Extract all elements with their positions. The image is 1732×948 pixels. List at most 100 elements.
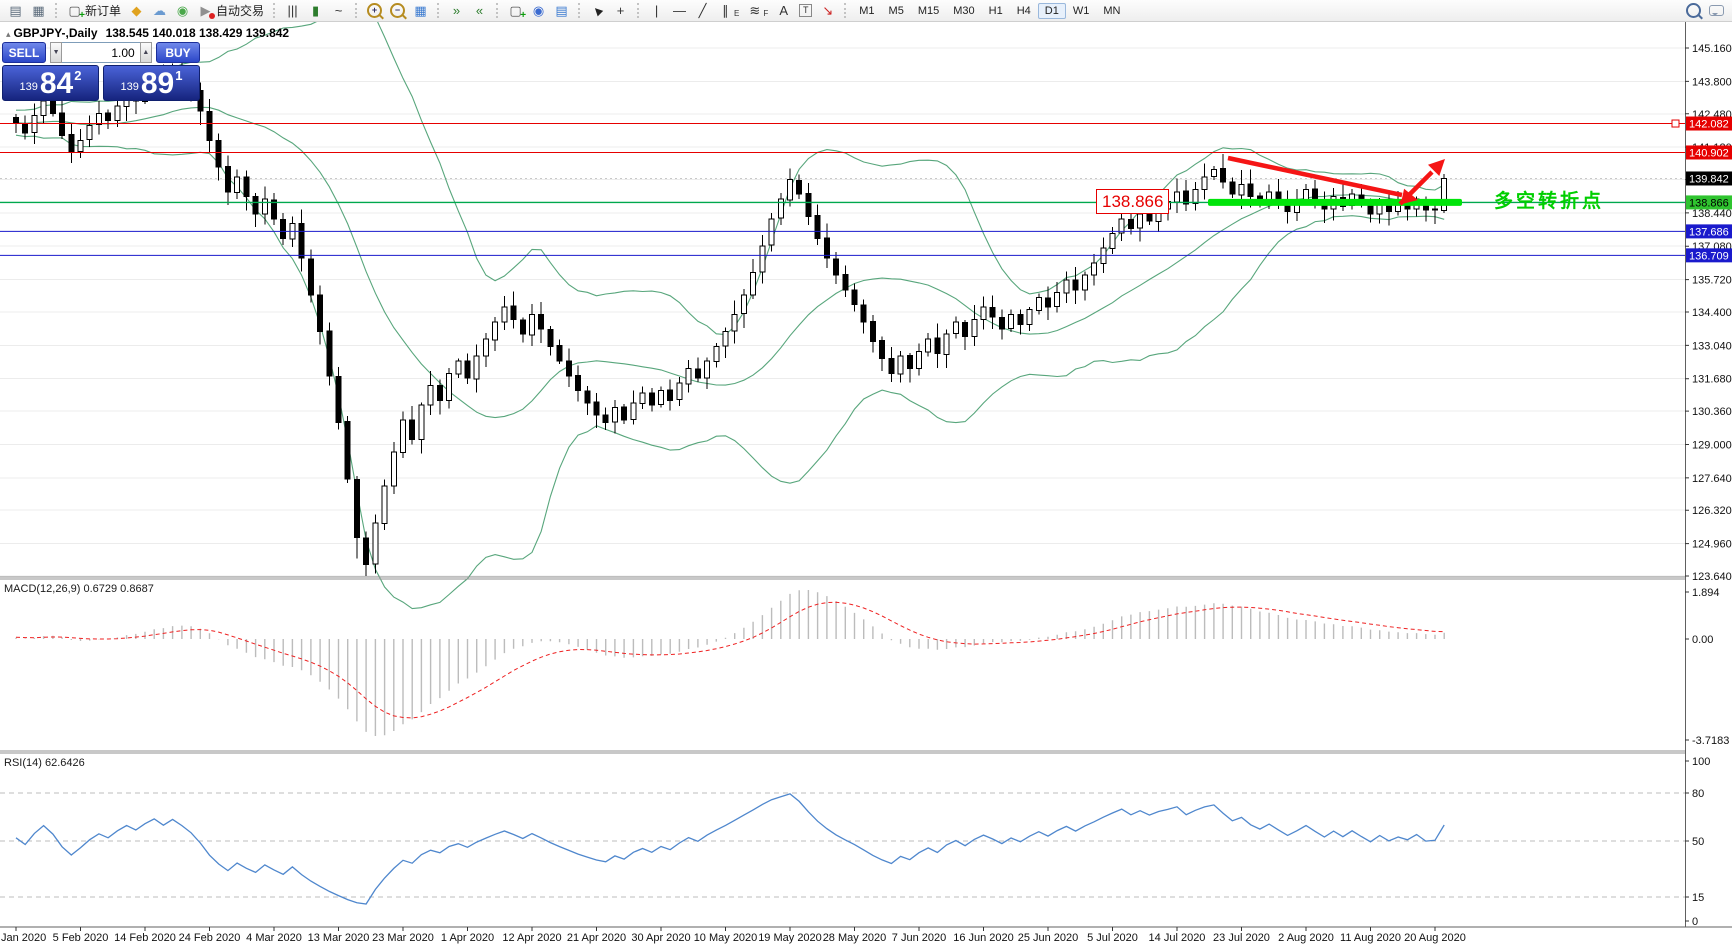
svg-text:14 Feb 2020: 14 Feb 2020 [114,932,176,944]
buy-price-panel[interactable]: 139 89 1 [103,65,200,101]
svg-text:5 Jul 2020: 5 Jul 2020 [1087,932,1138,944]
signals-icon[interactable]: ◉ [171,3,194,19]
timeframe-m30[interactable]: M30 [953,4,975,17]
svg-text:24 Feb 2020: 24 Feb 2020 [179,932,241,944]
price-callout-label[interactable]: 138.866 [1096,189,1170,214]
svg-text:11 Aug 2020: 11 Aug 2020 [1340,932,1401,944]
text-icon[interactable]: A [772,3,795,19]
timeframe-d1[interactable]: D1 [1037,2,1066,19]
timeframe-m1[interactable]: M1 [859,4,875,17]
data-window-icon[interactable]: ▦ [27,3,50,19]
line-chart-icon: ~ [334,2,343,18]
svg-text:23 Jul 2020: 23 Jul 2020 [1213,932,1270,944]
search-icon[interactable] [1682,2,1705,19]
timeframe-m5[interactable]: M5 [888,4,904,17]
history-center-icon[interactable]: ◆ [125,3,148,19]
volume-decrease-button[interactable]: ▼ [50,42,63,63]
indicators-icon[interactable]: ▢ + [504,2,527,21]
mql5-community-icon: ☁ [153,2,167,18]
new-order-icon-label: 新订单 [85,4,122,18]
trendline-icon: ╱ [698,2,707,18]
svg-text:7 Jun 2020: 7 Jun 2020 [892,932,946,944]
tile-windows-icon[interactable]: ▦ [409,3,432,19]
text-label-icon: T [799,4,813,17]
sell-button[interactable]: SELL [2,42,46,63]
sell-price-pip: 2 [74,68,82,83]
signals-icon: ◉ [176,2,189,18]
timeframe-m15[interactable]: M15 [917,4,940,17]
zoom-out-icon: − [390,3,406,18]
data-window-icon: ▦ [32,2,45,18]
indicator-layer [15,590,1445,905]
svg-text:15: 15 [1692,892,1704,904]
svg-text:123.640: 123.640 [1692,571,1732,583]
axes-layer: 145.160143.800142.480141.120139.800138.4… [0,22,1732,944]
timeframe-h1[interactable]: H1 [988,4,1003,17]
svg-text:13 Mar 2020: 13 Mar 2020 [308,932,370,944]
cursor-icon[interactable]: ► [586,1,609,21]
autotrading-icon: ▶ [198,3,216,19]
volume-increase-button[interactable]: ▲ [139,42,152,63]
crosshair-icon[interactable]: + [609,3,632,19]
vertical-line-icon[interactable]: | [645,3,668,19]
line-chart-icon[interactable]: ~ [327,3,350,19]
periods-icon[interactable]: ◉ [527,3,550,19]
toolbar-separator [437,3,440,18]
svg-text:28 May 2020: 28 May 2020 [823,932,887,944]
fibonacci-icon[interactable]: ≋ F [743,3,772,19]
svg-text:126.320: 126.320 [1692,505,1732,517]
buy-button[interactable]: BUY [156,42,200,63]
chat-icon [1709,5,1724,16]
zoom-in-icon: + [367,3,383,18]
support-highlight-bar[interactable] [1208,198,1462,206]
bar-chart-icon: ||| [287,2,298,18]
mql5-community-icon[interactable]: ☁ [148,3,171,19]
drawing-objects-layer[interactable] [0,119,1685,256]
new-order-icon: ▢ + [68,2,85,21]
templates-icon: ▤ [555,2,568,18]
arrows-icon: ↘ [822,2,834,18]
candlestick-chart-icon[interactable]: ▮ [304,3,327,19]
volume-input[interactable] [62,42,140,63]
autotrading-icon[interactable]: ▶ 自动交易 [194,1,268,20]
chat-icon[interactable] [1705,4,1728,17]
arrows-icon[interactable]: ↘ [816,3,839,19]
svg-text:135.720: 135.720 [1692,275,1732,287]
svg-text:21 Apr 2020: 21 Apr 2020 [567,932,626,944]
chart-shift-icon[interactable]: » [445,3,468,19]
up-trend-arrow[interactable] [1398,170,1434,206]
auto-scroll-icon[interactable]: « [468,3,491,19]
new-order-icon[interactable]: ▢ + 新订单 [63,1,125,20]
down-trend-arrow[interactable] [1227,155,1403,198]
svg-text:1 Apr 2020: 1 Apr 2020 [441,932,494,944]
new-chart-icon[interactable]: ▤ [4,3,27,19]
toolbar: ▤ ▦ ▢ + 新订单 ◆ ☁ ◉ ▶ 自动交易 ||| ▮ ~ + − ▦» «▢ + ◉ ▤ ► + | — ╱ ∥ E ≋ F A T… [0,0,1732,22]
timeframe-mn[interactable]: MN [1103,4,1121,17]
toolbar-separator [844,3,847,18]
trendline-icon[interactable]: ╱ [691,3,714,19]
svg-text:12 Apr 2020: 12 Apr 2020 [502,932,561,944]
candles-layer [13,59,1448,576]
templates-icon[interactable]: ▤ [550,3,573,19]
timeframe-w1[interactable]: W1 [1072,4,1090,17]
horizontal-line-icon[interactable]: — [668,3,691,19]
macd-values: 0.6729 0.8687 [83,583,154,595]
rsi-value: 62.6426 [44,757,85,769]
zoom-out-icon[interactable]: − [386,2,409,19]
indicators-icon: ▢ + [509,2,527,21]
bar-chart-icon[interactable]: ||| [281,3,304,19]
toolbar-separator [273,3,276,18]
panel-collapse-icon[interactable]: ▴ [6,29,11,39]
toolbar-separator [496,3,499,18]
rsi-label: RSI(14) 62.6426 [4,757,85,769]
pivot-annotation-text[interactable]: 多空转折点 [1494,191,1605,212]
text-label-icon[interactable]: T [795,3,816,18]
zoom-in-icon[interactable]: + [363,2,386,19]
chart-title-line: ▴ GBPJPY-,Daily 138.545 140.018 138.429 13… [6,26,289,40]
sell-price-panel[interactable]: 139 84 2 [2,65,99,101]
horizontal-line-icon: — [673,2,687,18]
vertical-line-icon: | [654,2,659,18]
timeframe-h4[interactable]: H4 [1016,4,1031,17]
equidistant-channel-icon[interactable]: ∥ E [714,3,743,19]
